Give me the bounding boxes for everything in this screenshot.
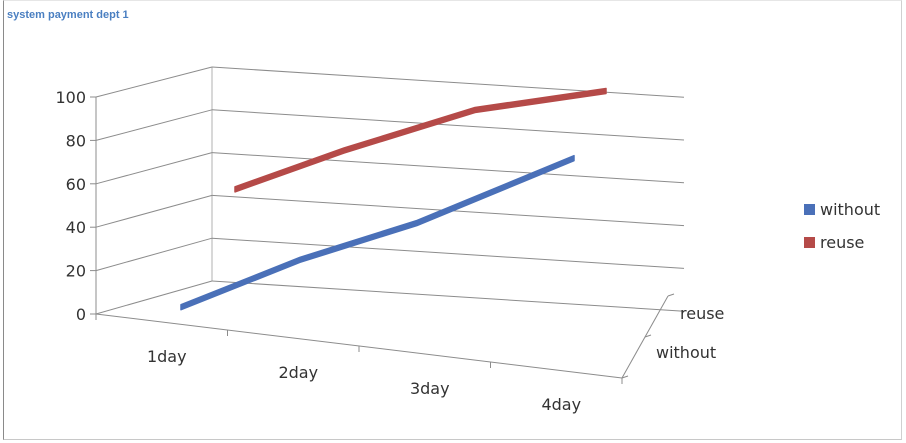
depth-tick-mark — [667, 293, 675, 297]
depth-tick-mark — [621, 375, 629, 379]
y-tick-label: 60 — [66, 175, 86, 194]
side-gridline — [95, 237, 213, 272]
back-gridline — [211, 109, 685, 141]
chart-title: system payment dept 1 — [7, 9, 129, 21]
depth-tick-label: reuse — [680, 304, 724, 323]
side-gridline — [95, 109, 213, 141]
legend-label-reuse: reuse — [820, 233, 865, 252]
back-gridline — [211, 280, 685, 312]
legend-swatch-without — [804, 204, 815, 215]
side-gridline — [95, 194, 213, 228]
y-tick-label: 0 — [76, 305, 86, 324]
y-tick-label: 100 — [55, 88, 86, 107]
x-tick-label: 1day — [147, 347, 187, 366]
legend-label-without: without — [820, 200, 881, 219]
series-ribbon-reuse — [234, 87, 607, 193]
chart-frame — [3, 0, 902, 440]
depth-tick-mark — [644, 334, 652, 338]
back-gridline — [211, 66, 685, 98]
legend-swatch-reuse — [804, 237, 815, 248]
series-ribbon-without — [180, 154, 575, 311]
depth-tick-label: without — [656, 343, 716, 362]
side-gridline — [95, 66, 213, 98]
back-gridline — [211, 237, 685, 269]
x-tick-label: 3day — [410, 379, 450, 398]
side-gridline — [95, 280, 213, 315]
legend-item-reuse: reuse — [804, 232, 880, 253]
chart-legend: without reuse — [804, 199, 880, 265]
x-tick-label: 4day — [541, 395, 581, 414]
x-tick-label: 2day — [278, 363, 318, 382]
legend-item-without: without — [804, 199, 880, 220]
back-gridline — [211, 152, 685, 184]
y-tick-label: 20 — [66, 262, 86, 281]
y-tick-label: 80 — [66, 131, 86, 150]
y-tick-label: 40 — [66, 218, 86, 237]
side-gridline — [95, 152, 213, 185]
